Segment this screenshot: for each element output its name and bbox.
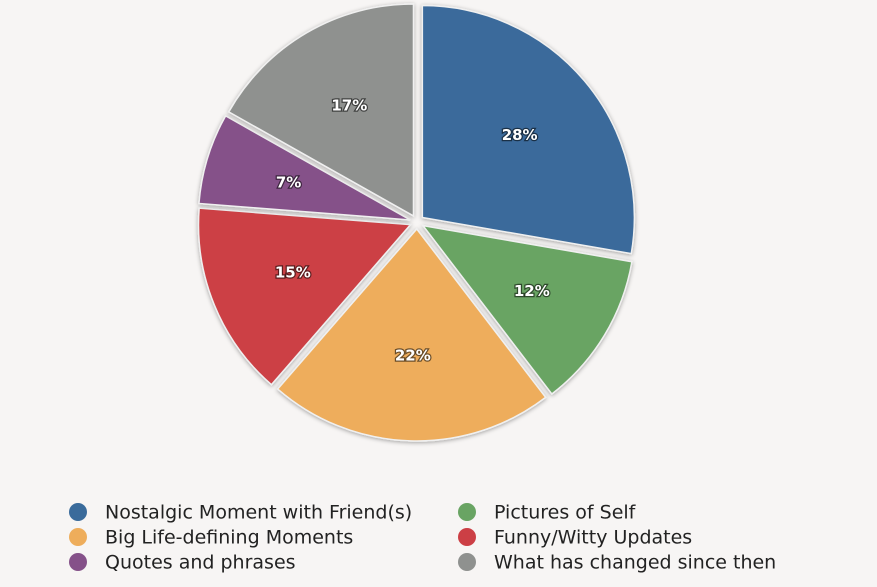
value-label: 7% bbox=[276, 173, 301, 191]
value-label: 15% bbox=[275, 263, 311, 281]
pie-slice bbox=[421, 224, 633, 396]
legend-marker bbox=[69, 528, 87, 546]
legend-label: Big Life-defining Moments bbox=[105, 527, 353, 549]
pie-slice bbox=[421, 4, 636, 255]
legend-marker bbox=[458, 503, 476, 521]
value-label: 12% bbox=[514, 282, 550, 300]
value-label: 28% bbox=[502, 126, 538, 144]
pie-slice bbox=[198, 114, 411, 221]
legend-marker bbox=[458, 553, 476, 571]
legend-marker bbox=[69, 503, 87, 521]
legend-label: Quotes and phrases bbox=[105, 552, 296, 574]
legend-marker bbox=[458, 528, 476, 546]
value-label: 22% bbox=[395, 347, 431, 365]
legend-marker bbox=[69, 553, 87, 571]
legend-label: Nostalgic Moment with Friend(s) bbox=[105, 502, 412, 524]
legend-label: What has changed since then bbox=[494, 552, 776, 574]
pie-slice bbox=[197, 207, 413, 386]
legend-label: Funny/Witty Updates bbox=[494, 527, 692, 549]
pie-slice bbox=[227, 3, 415, 218]
legend-label: Pictures of Self bbox=[494, 502, 637, 524]
pie-slice bbox=[276, 227, 547, 442]
value-label: 17% bbox=[331, 97, 367, 115]
